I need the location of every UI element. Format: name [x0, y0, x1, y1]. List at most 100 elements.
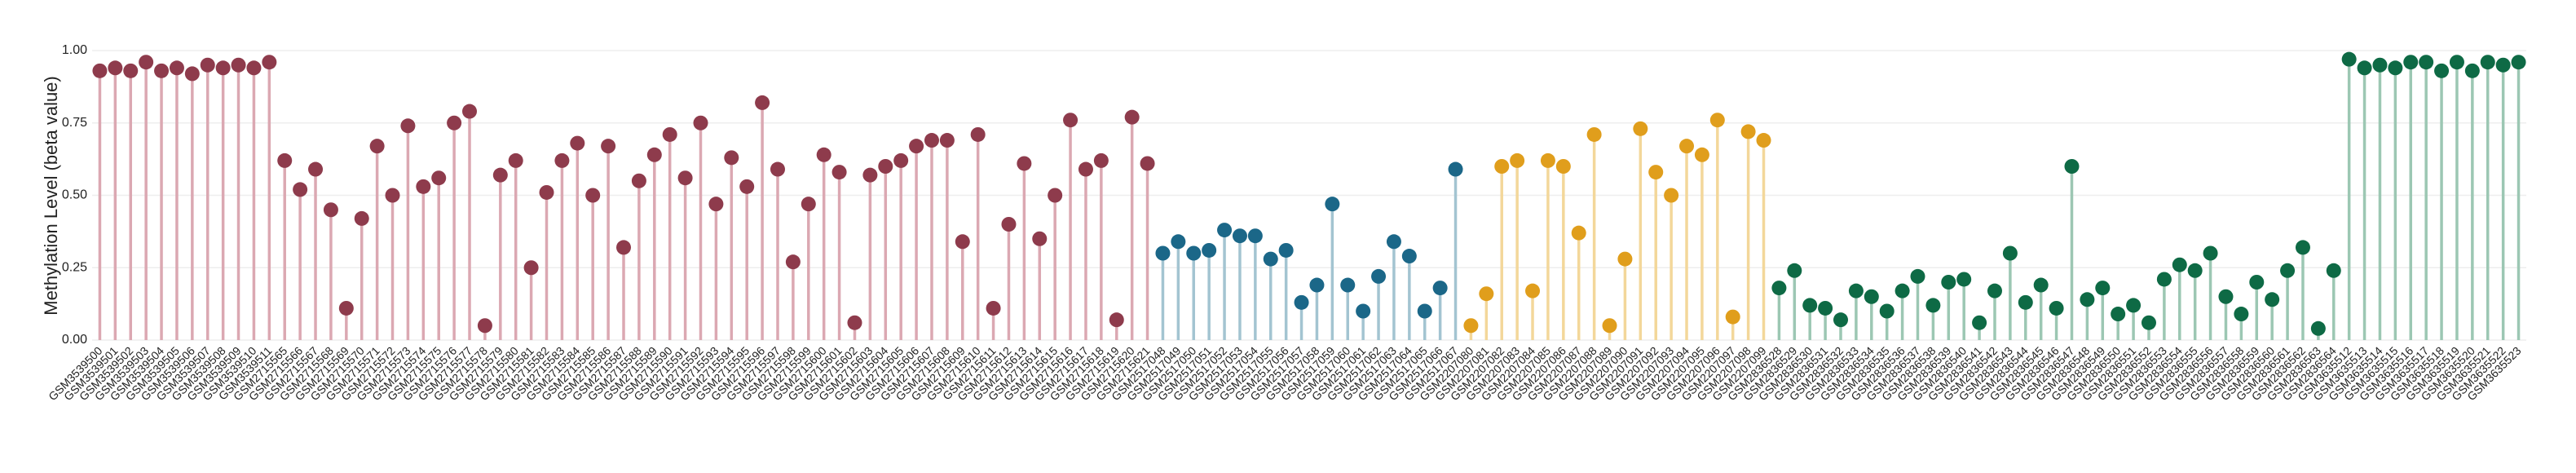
- dot: [646, 147, 662, 162]
- dot: [2326, 263, 2341, 278]
- dot: [554, 153, 570, 168]
- dot: [1294, 294, 1309, 310]
- dot: [308, 161, 324, 177]
- dot: [1740, 124, 1756, 139]
- dot: [492, 167, 508, 183]
- dot: [785, 254, 801, 270]
- dot: [2018, 294, 2033, 310]
- dot: [108, 60, 123, 76]
- dot: [1309, 277, 1325, 293]
- dot: [2080, 292, 2095, 307]
- dot: [986, 300, 1001, 316]
- dot: [1186, 245, 1202, 261]
- dot: [724, 150, 739, 166]
- dot: [277, 153, 293, 168]
- dot: [323, 202, 338, 218]
- dot: [1401, 249, 1417, 264]
- dot: [2141, 315, 2156, 330]
- dot: [338, 300, 354, 316]
- dot: [92, 63, 108, 78]
- dot: [2265, 292, 2280, 307]
- dot: [523, 260, 539, 276]
- dot: [1725, 309, 1740, 325]
- dot: [200, 57, 215, 73]
- dot: [154, 63, 170, 78]
- dot: [2033, 277, 2049, 293]
- dot: [1648, 165, 1664, 180]
- dot: [1956, 272, 1972, 287]
- dot: [1709, 113, 1725, 128]
- dot: [1494, 159, 1510, 174]
- dot: [1756, 133, 1771, 148]
- dot: [1017, 156, 1032, 171]
- dot: [1278, 242, 1294, 258]
- dot: [570, 135, 585, 151]
- dot: [1571, 225, 1586, 241]
- dot: [1586, 126, 1602, 142]
- dot: [1263, 251, 1278, 267]
- dot: [755, 95, 770, 110]
- dot: [1432, 281, 1448, 296]
- dot: [631, 173, 646, 188]
- dot: [616, 240, 632, 255]
- dot: [1479, 286, 1494, 302]
- dot: [2218, 289, 2234, 304]
- dot: [1325, 197, 1340, 212]
- dot: [2434, 63, 2450, 78]
- dot: [1864, 289, 1879, 304]
- dot: [677, 170, 693, 186]
- dot: [1232, 228, 1247, 244]
- dot: [1140, 156, 1155, 171]
- dot: [1448, 161, 1463, 177]
- dot: [1510, 153, 1525, 168]
- dot: [1633, 121, 1648, 136]
- dot: [909, 139, 924, 154]
- dot: [1048, 188, 1063, 203]
- dot: [955, 234, 970, 250]
- dot: [354, 210, 369, 226]
- dot: [1987, 283, 2002, 298]
- dot: [1787, 263, 1802, 278]
- dot: [939, 133, 955, 148]
- dot: [862, 167, 878, 183]
- dot: [1032, 231, 1048, 246]
- dot: [1063, 113, 1078, 128]
- dot: [1109, 312, 1124, 328]
- dot: [2511, 55, 2526, 70]
- dot: [184, 66, 200, 82]
- dot: [2295, 240, 2310, 255]
- dot: [2357, 60, 2372, 76]
- dot: [369, 139, 385, 154]
- dot: [1941, 275, 1956, 290]
- dot: [2064, 159, 2080, 174]
- dot: [462, 104, 478, 119]
- dot: [1879, 303, 1895, 319]
- dot: [1833, 312, 1849, 328]
- y-tick-label: 0.75: [62, 116, 87, 130]
- dot: [1155, 245, 1171, 261]
- dot: [770, 161, 785, 177]
- dot: [231, 57, 246, 73]
- dot: [2249, 275, 2265, 290]
- dot: [139, 55, 154, 70]
- dot: [924, 133, 939, 148]
- dot: [1171, 234, 1186, 250]
- y-tick-label: 1.00: [62, 43, 87, 57]
- dot: [2126, 298, 2142, 313]
- dot: [2480, 55, 2495, 70]
- y-tick-label: 0.00: [62, 333, 87, 347]
- dot: [1217, 223, 1233, 238]
- dot: [1664, 188, 1679, 203]
- dot: [1078, 161, 1093, 177]
- dot: [739, 179, 755, 194]
- dot: [2403, 55, 2419, 70]
- dot: [816, 147, 831, 162]
- dot: [801, 197, 816, 212]
- dot: [293, 182, 308, 197]
- dot: [1802, 298, 1818, 313]
- y-axis-title: Methylation Level (beta value): [41, 76, 61, 316]
- dot: [1694, 147, 1709, 162]
- dot: [215, 60, 231, 76]
- dot: [400, 118, 416, 134]
